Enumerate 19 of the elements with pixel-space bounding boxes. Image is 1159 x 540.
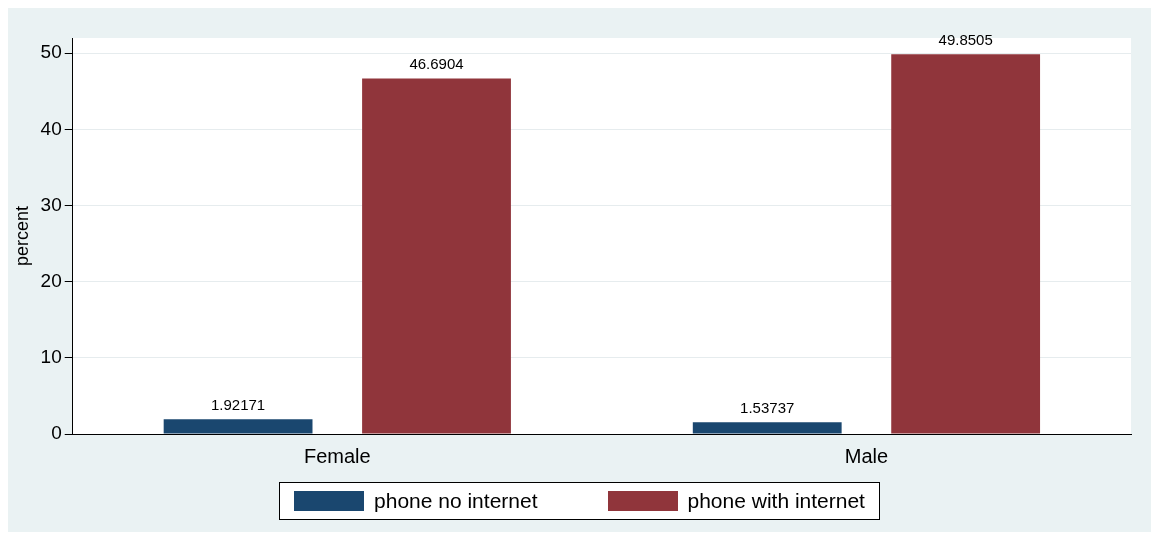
data-label: 46.6904: [409, 55, 464, 73]
legend-label: phone no internet: [374, 489, 538, 513]
bar: [891, 54, 1041, 434]
legend-label: phone with internet: [687, 489, 865, 513]
data-label: 1.92171: [210, 396, 266, 414]
x-tick-label: Female: [303, 444, 371, 467]
y-axis-title: percent: [11, 205, 32, 267]
bar: [692, 422, 842, 434]
y-tick-label: 40: [40, 117, 62, 139]
y-tick-label: 20: [40, 269, 62, 291]
bar: [163, 419, 313, 434]
bar: [362, 78, 511, 434]
y-tick-label: 30: [40, 193, 62, 215]
y-tick-label: 0: [51, 422, 62, 444]
data-label: 1.53737: [740, 398, 795, 416]
data-label: 49.8505: [938, 31, 993, 49]
y-tick-label: 50: [40, 41, 62, 63]
y-tick-label: 10: [40, 346, 62, 368]
x-tick-label: Male: [844, 444, 889, 467]
